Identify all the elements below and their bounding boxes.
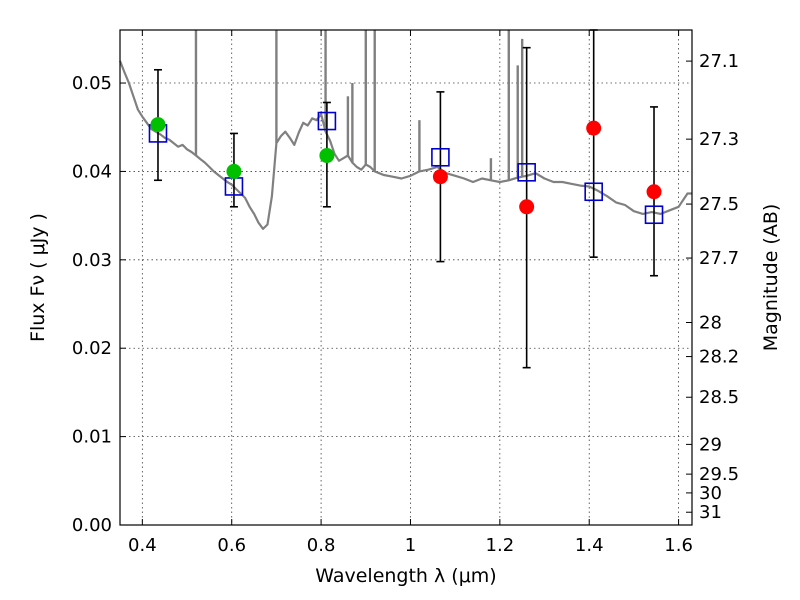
y-axis-ticks: 0.00 0.01 0.02 0.03 0.04 0.05 [72, 73, 126, 536]
x-tick-label: 1.2 [486, 535, 515, 556]
y-axis-label: Flux Fν ( μJy ) [27, 213, 49, 342]
grid [120, 30, 692, 526]
plot-frame [119, 29, 693, 526]
x-tick-label: 1 [405, 535, 416, 556]
red-circle-marker [586, 120, 602, 136]
blue-square-marker [584, 182, 603, 202]
x-axis-ticks: 0.4 0.6 0.8 1 1.2 1.4 1.6 [128, 30, 693, 556]
model-spectrum [118, 30, 692, 230]
red-circle-marker [432, 169, 448, 185]
right-tick-label: 28 [699, 313, 722, 334]
blue-square-marker [517, 163, 536, 182]
blue-square-marker [431, 147, 450, 167]
x-tick-label: 1.4 [575, 535, 604, 556]
right-tick-label: 29.5 [699, 464, 739, 485]
data-markers [148, 111, 664, 225]
x-tick-label: 0.8 [307, 535, 336, 556]
x-tick-label: 0.6 [217, 535, 246, 556]
error-bars [153, 29, 659, 369]
x-axis-label: Wavelength λ (μm) [315, 565, 496, 587]
blue-square-marker [644, 205, 664, 225]
right-tick-label: 29 [699, 434, 722, 455]
right-tick-label: 28.5 [699, 387, 739, 408]
right-tick-label: 30 [699, 483, 722, 504]
spectrum-line [118, 60, 692, 230]
right-tick-label: 31 [699, 502, 722, 523]
red-circle-marker [519, 199, 535, 215]
blue-square-marker [317, 111, 337, 131]
x-tick-label: 0.4 [128, 535, 157, 556]
y-tick-label: 0.05 [72, 73, 112, 94]
red-circle-marker [646, 184, 662, 200]
green-circle-marker [226, 163, 242, 179]
green-circle-marker [319, 148, 335, 164]
y-tick-label: 0.01 [72, 427, 112, 448]
y-tick-label: 0.04 [72, 161, 112, 182]
right-axis-label: Magnitude (AB) [760, 204, 782, 352]
x-tick-label: 1.6 [664, 535, 693, 556]
right-tick-label: 28.2 [699, 347, 739, 368]
y-tick-label: 0.00 [72, 515, 112, 536]
green-circle-marker [150, 117, 166, 133]
right-tick-label: 27.3 [699, 129, 739, 150]
right-tick-label: 27.7 [699, 248, 739, 269]
y-tick-label: 0.02 [72, 338, 112, 359]
y-tick-label: 0.03 [72, 250, 112, 271]
right-tick-label: 27.1 [699, 51, 739, 72]
right-tick-label: 27.5 [699, 194, 739, 215]
